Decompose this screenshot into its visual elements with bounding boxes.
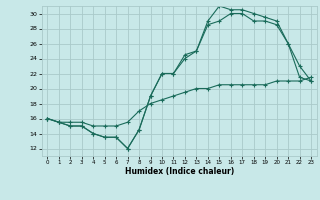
X-axis label: Humidex (Indice chaleur): Humidex (Indice chaleur) [124, 167, 234, 176]
